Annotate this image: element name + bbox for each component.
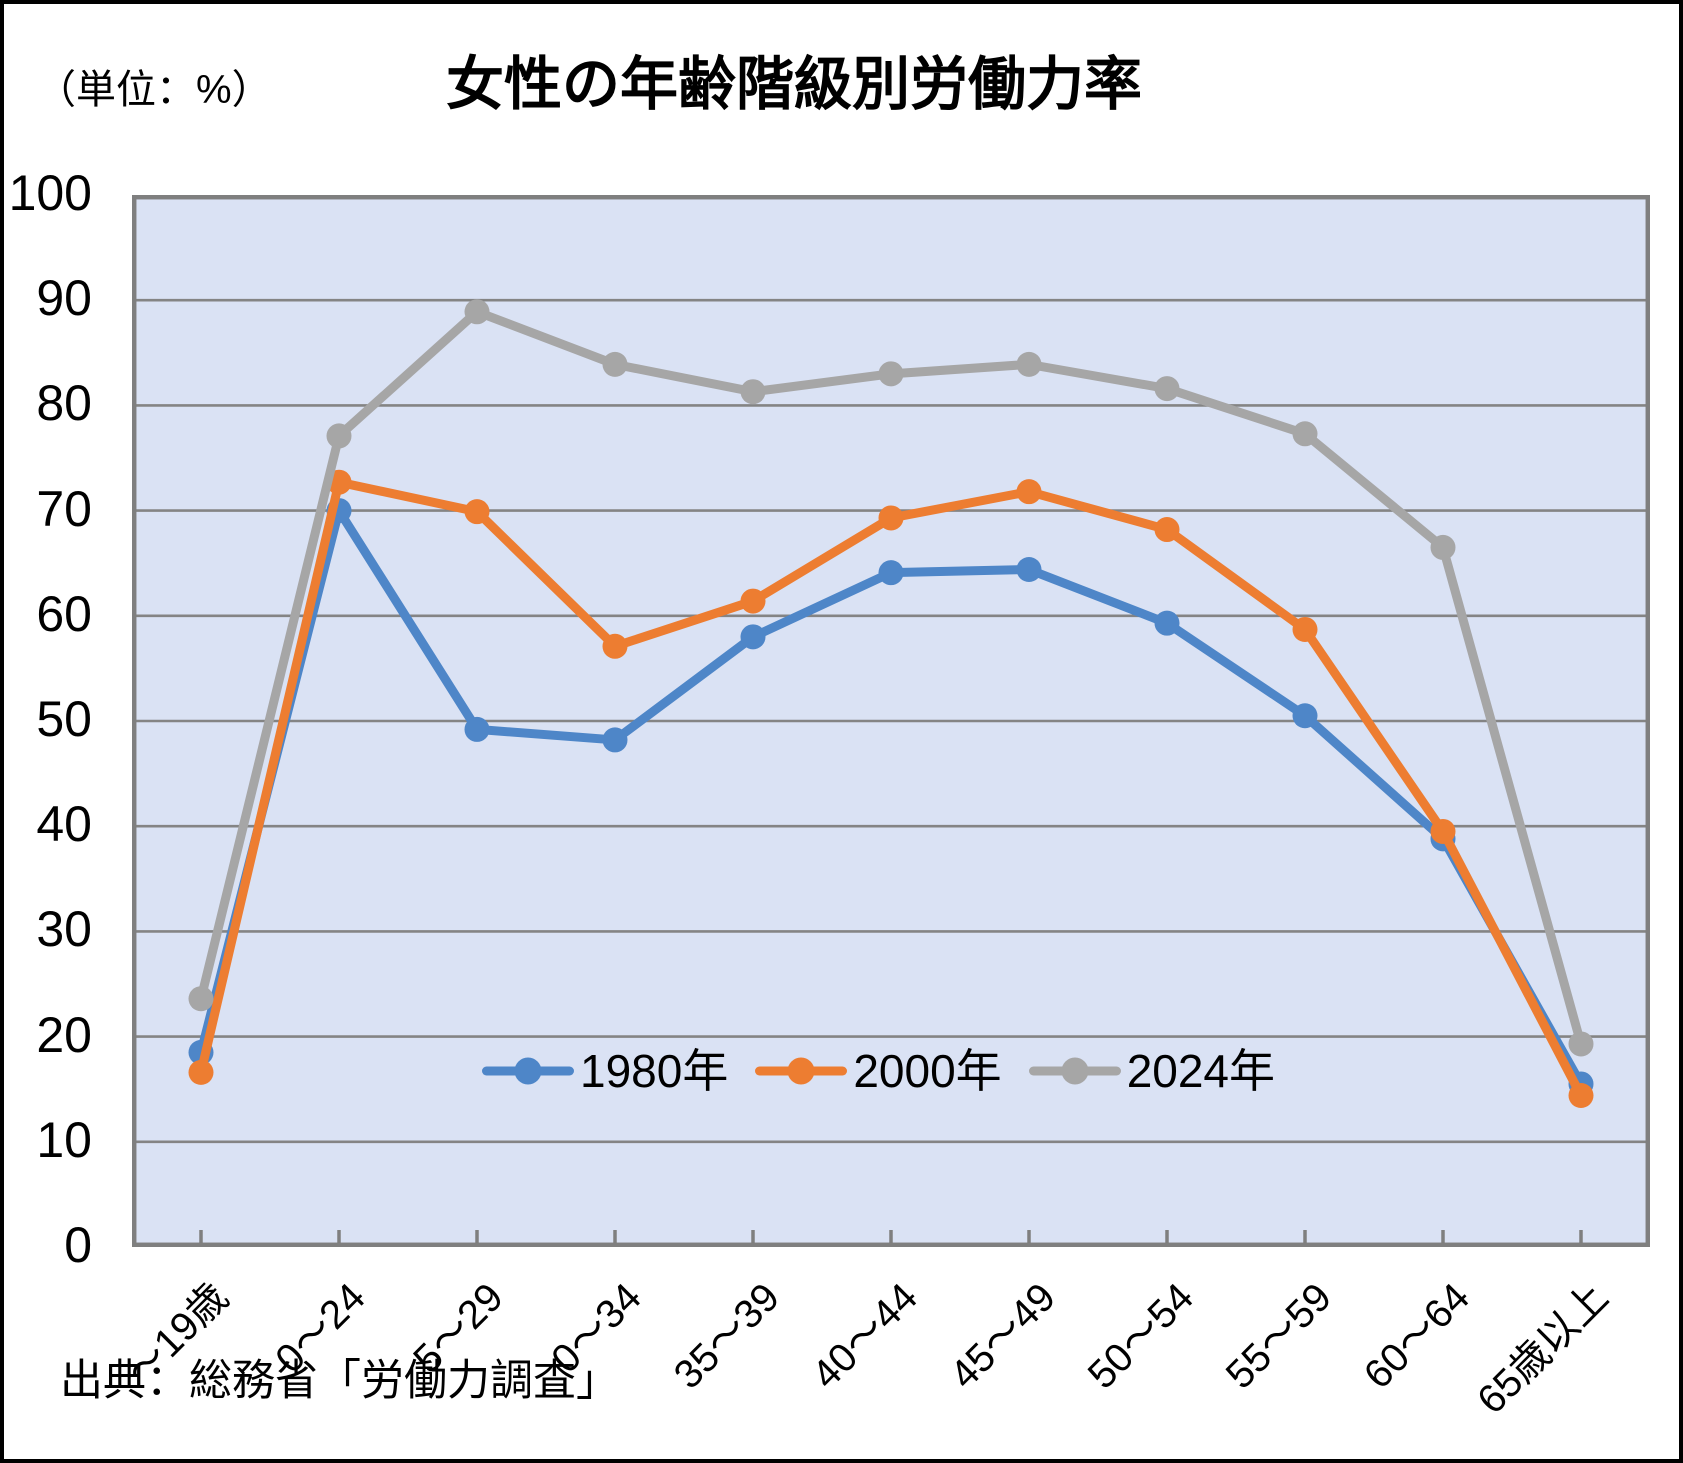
x-axis-label: 65歳以上 [1468, 1275, 1617, 1423]
legend-label: 2000年 [853, 1045, 1002, 1097]
y-axis-label: 20 [36, 1006, 92, 1063]
data-point [1154, 517, 1180, 543]
legend-item-2000年: 2000年 [755, 1045, 1002, 1097]
data-point [1292, 703, 1318, 729]
data-point [1568, 1083, 1594, 1109]
data-point [1430, 818, 1456, 844]
chart-title: 女性の年齢階級別労働力率 [445, 52, 1143, 117]
data-point [740, 624, 766, 650]
legend-dot [1061, 1057, 1089, 1085]
data-point [326, 423, 352, 449]
plot-area [132, 195, 1650, 1247]
data-point [188, 986, 214, 1012]
data-point [1568, 1031, 1594, 1057]
data-point [740, 379, 766, 405]
y-axis-label: 0 [64, 1217, 92, 1273]
y-axis-label: 40 [36, 796, 92, 853]
plot-border [132, 195, 1650, 1247]
legend-label: 2024年 [1126, 1045, 1276, 1097]
y-axis-label: 100 [8, 165, 92, 221]
legend-item-1980年: 1980年 [482, 1048, 728, 1094]
legend-line-marker-icon [482, 1056, 574, 1086]
data-point [878, 361, 904, 387]
legend: 1980年 2000年 2024年 [482, 1048, 1275, 1094]
legend-dot [514, 1057, 542, 1085]
unit-label: （単位：%） [36, 68, 272, 112]
source-note: 出典：総務省「労働力調査」 [60, 1357, 619, 1405]
y-axis-label: 60 [36, 585, 92, 642]
x-axis-label: 40～44 [803, 1275, 927, 1398]
y-axis-label: 30 [36, 901, 92, 958]
y-axis-label: 80 [36, 375, 92, 432]
x-axis-label: 55～59 [1217, 1275, 1341, 1398]
series-2000年 [188, 469, 1594, 1109]
data-point [1430, 534, 1456, 560]
legend-line-marker-icon [755, 1056, 848, 1086]
data-point [602, 351, 628, 377]
data-point [740, 588, 766, 614]
data-point [464, 716, 490, 742]
data-point [1016, 557, 1042, 583]
y-axis-label: 50 [36, 691, 92, 747]
data-point [1154, 610, 1180, 636]
data-point [464, 499, 490, 525]
legend-label: 1980年 [580, 1045, 729, 1097]
data-point [1154, 376, 1180, 402]
y-axis-label: 70 [36, 480, 92, 537]
y-axis-label: 10 [36, 1111, 92, 1168]
data-point [878, 505, 904, 531]
x-axis-label: 45～49 [941, 1275, 1065, 1398]
data-point [1292, 421, 1318, 447]
data-point [1016, 479, 1042, 505]
data-point [602, 633, 628, 659]
data-point [188, 1059, 214, 1085]
legend-line-marker-icon [1028, 1056, 1121, 1086]
x-axis-label: 50～54 [1079, 1275, 1203, 1398]
legend-item-2024年: 2024年 [1028, 1045, 1276, 1097]
data-point [1016, 351, 1042, 377]
data-point [878, 560, 904, 586]
data-point [602, 727, 628, 753]
x-axis-label: 35～39 [665, 1275, 789, 1398]
x-axis-label: 60～64 [1355, 1275, 1479, 1398]
y-axis-label: 90 [36, 270, 92, 327]
legend-dot [787, 1057, 815, 1085]
series-2024年 [188, 299, 1594, 1057]
data-point [1292, 616, 1318, 642]
data-point [464, 299, 490, 325]
